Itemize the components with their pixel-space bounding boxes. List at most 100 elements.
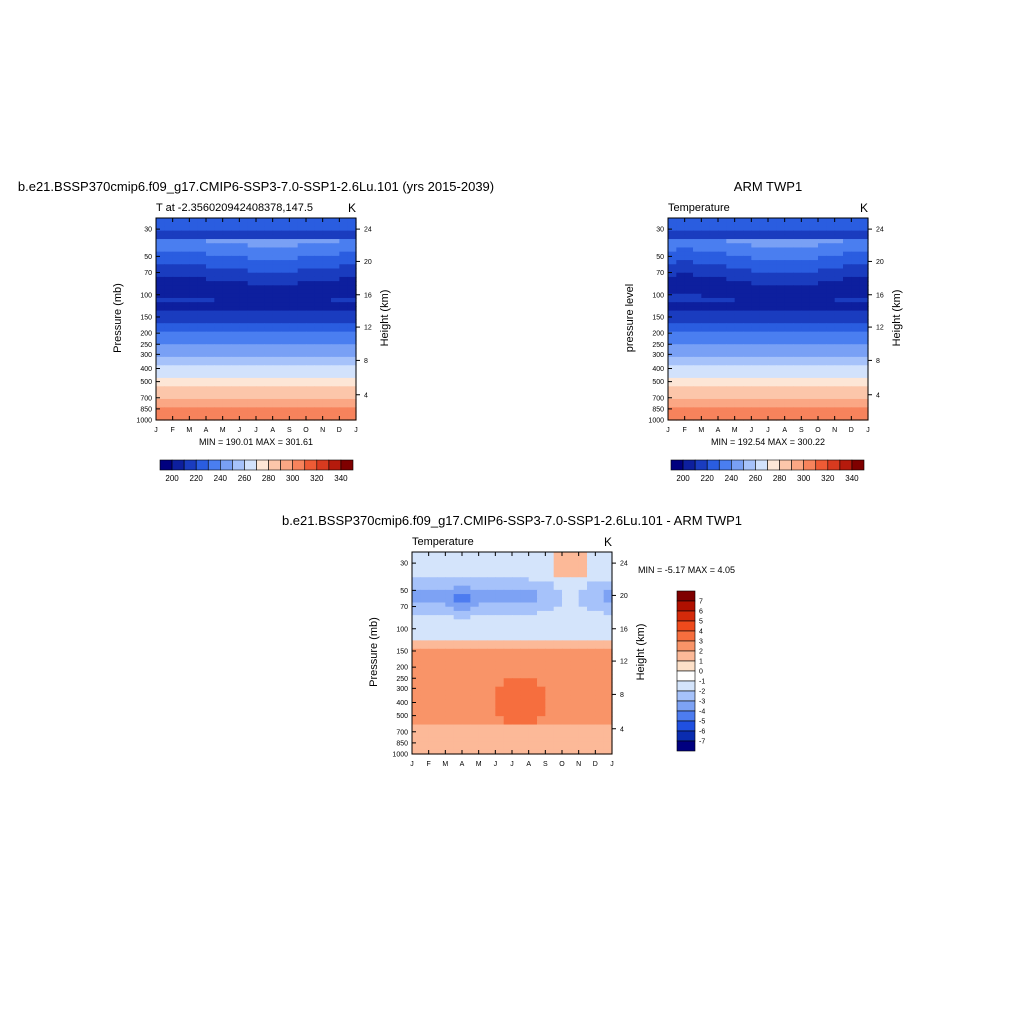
contour-cell [818, 268, 827, 274]
contour-cell [570, 720, 580, 726]
contour-cell [331, 352, 340, 358]
contour-cell [562, 695, 571, 700]
x-tick-label: A [270, 427, 275, 434]
contour-cell [156, 272, 165, 278]
x-tick-label: A [460, 761, 465, 768]
contour-cell [809, 361, 819, 366]
contour-cell [222, 234, 232, 240]
contour-cell [570, 741, 580, 747]
contour-cell [412, 653, 421, 658]
contour-cell [297, 218, 307, 223]
colorbar-label: 280 [262, 474, 276, 483]
contour-cell [420, 737, 430, 742]
contour-cell [545, 711, 555, 717]
contour-cell [197, 243, 207, 249]
contour-cell [172, 327, 182, 333]
contour-cell [306, 407, 315, 413]
contour-cell [231, 297, 240, 303]
contour-cell [520, 699, 530, 705]
contour-cell [768, 251, 777, 257]
contour-cell [676, 302, 686, 307]
contour-cell [347, 239, 357, 244]
contour-cell [164, 289, 174, 295]
colorbar-label: 2 [699, 649, 703, 656]
contour-cell [818, 407, 827, 413]
contour-cell [784, 226, 794, 232]
contour-cell [759, 373, 769, 379]
contour-cell [470, 686, 480, 692]
contour-cell [784, 411, 794, 417]
contour-cell [206, 331, 215, 337]
contour-cell [684, 243, 694, 249]
contour-cell [809, 407, 819, 413]
contour-cell [297, 323, 307, 329]
contour-cell [776, 352, 786, 358]
contour-cell [420, 716, 430, 721]
contour-cell [156, 407, 165, 413]
contour-cell [718, 268, 727, 274]
contour-cell [684, 289, 694, 295]
contour-cell [701, 356, 711, 362]
contour-cell [587, 674, 596, 679]
contour-cell [570, 703, 580, 709]
contour-cell [553, 678, 563, 684]
contour-cell [768, 243, 777, 249]
contour-cell [272, 226, 282, 232]
contour-cell [793, 323, 802, 329]
contour-cell [462, 745, 471, 751]
contour-cell [859, 356, 869, 362]
contour-cell [718, 327, 727, 333]
contour-cell [412, 690, 421, 696]
contour-cell [289, 306, 299, 312]
contour-cell [693, 377, 702, 383]
contour-cell [684, 331, 694, 337]
contour-cell [437, 665, 446, 671]
contour-cell [693, 264, 702, 270]
contour-cell [709, 310, 719, 316]
contour-cell [453, 690, 463, 696]
contour-cell [843, 335, 852, 341]
contour-cell [156, 352, 165, 358]
contour-cell [570, 707, 580, 713]
contour-cell [693, 411, 702, 417]
contour-cell [247, 327, 257, 333]
contour-cell [453, 615, 463, 620]
contour-cell [859, 226, 869, 232]
contour-cell [826, 276, 836, 282]
contour-cell [759, 306, 769, 312]
contour-cell [759, 398, 769, 404]
contour-cell [331, 281, 340, 286]
contour-cell [437, 602, 446, 608]
contour-cell [859, 327, 869, 333]
contour-cell [206, 230, 215, 236]
contour-cell [595, 720, 605, 726]
contour-cell [470, 619, 480, 625]
contour-cell [222, 230, 232, 236]
contour-cell [826, 323, 836, 329]
contour-cell [818, 390, 827, 396]
contour-cell [784, 285, 794, 291]
contour-cell [759, 340, 769, 345]
contour-cell [503, 648, 513, 654]
contour-cell [603, 606, 613, 612]
contour-cell [462, 610, 471, 616]
contour-cell [172, 411, 182, 417]
contour-cell [553, 686, 563, 692]
contour-cell [281, 340, 290, 345]
contour-cell [297, 365, 307, 371]
contour-cell [487, 560, 496, 566]
contour-cell [859, 344, 869, 350]
contour-cell [734, 289, 744, 295]
contour-cell [709, 285, 719, 291]
contour-cell [231, 230, 240, 236]
contour-cell [537, 606, 546, 612]
contour-cell [420, 678, 430, 684]
contour-cell [809, 243, 819, 249]
contour-cell [189, 348, 199, 354]
contour-cell [478, 573, 488, 578]
contour-cell [570, 728, 580, 734]
contour-cell [562, 556, 571, 562]
contour-cell [470, 695, 480, 700]
contour-cell [437, 682, 446, 688]
contour-cell [684, 352, 694, 358]
